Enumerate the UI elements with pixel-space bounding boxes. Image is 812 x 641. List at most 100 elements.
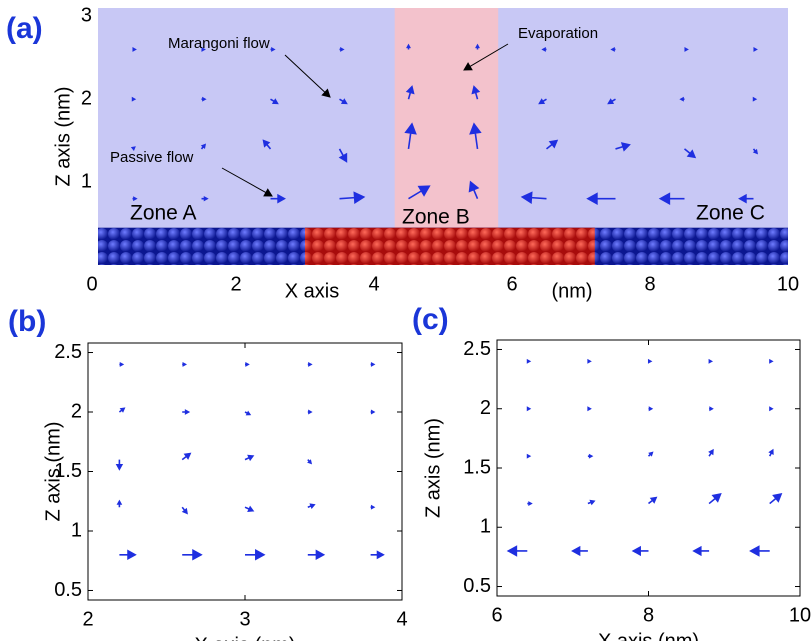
x-tick-label: 8 [644,273,655,295]
velocity-arrow [370,504,376,510]
velocity-arrow [307,503,316,509]
velocity-arrow [752,96,758,102]
annotation: Zone B [402,206,470,229]
velocity-arrow [200,143,207,150]
velocity-arrow [475,43,480,50]
velocity-arrow [506,545,528,557]
velocity-arrow [469,122,482,150]
annotation: Marangoni flow [168,35,270,52]
x-tick-label: 4 [396,608,407,630]
y-tick-label: 0.5 [463,575,491,597]
velocity-arrow [132,46,137,52]
velocity-arrow [370,409,376,415]
velocity-arrow [647,451,654,457]
velocity-arrow [408,185,431,200]
velocity-arrow [307,409,313,415]
annotation: Evaporation [518,25,598,42]
velocity-arrow [738,193,754,204]
annotation-arrow [463,43,509,71]
velocity-arrow [339,98,348,105]
velocity-arrow [752,148,759,155]
panel-label: (c) [412,303,449,336]
velocity-arrow [526,453,532,459]
velocity-arrow [538,98,547,105]
velocity-arrow [307,459,313,465]
velocity-arrow [709,406,714,412]
velocity-arrow [526,406,532,412]
velocity-arrow [339,191,366,204]
annotation: Passive flow [110,149,194,166]
y-tick-label: 3 [81,5,92,27]
velocity-arrow [587,406,592,412]
velocity-arrow [270,193,286,204]
velocity-arrow [684,46,689,52]
velocity-arrow [182,549,203,561]
annotation-arrow [284,54,331,98]
velocity-arrow [119,361,125,367]
x-tick-label: 8 [643,604,654,626]
velocity-arrow [648,496,658,505]
velocity-arrow [307,549,326,561]
velocity-arrow [615,142,631,152]
panel-label: (a) [6,12,43,45]
plot-frame [87,342,403,601]
panel-label: (b) [8,305,46,338]
velocity-arrow [370,550,385,560]
y-tick-label: 2 [81,87,92,109]
velocity-arrow [526,358,532,364]
velocity-arrow [749,545,770,557]
velocity-arrow [244,454,255,462]
x-tick-label: 10 [777,273,799,295]
zone-b-band [394,8,499,265]
velocity-arrow [692,545,710,557]
y-axis-label: Z axis (nm) [422,418,444,518]
velocity-arrow [181,506,188,515]
velocity-arrow [768,448,774,457]
velocity-arrow [545,139,559,150]
y-tick-label: 2.5 [463,338,491,360]
y-tick-label: 2.5 [54,341,82,363]
velocity-arrow [631,545,649,557]
velocity-arrow [130,146,136,151]
velocity-arrow [586,192,616,205]
velocity-arrow [338,148,348,163]
velocity-arrow [679,96,685,102]
velocity-arrow [244,505,255,513]
x-tick-label: 10 [789,604,811,626]
velocity-arrow [245,549,266,561]
velocity-arrow [245,361,250,367]
velocity-arrow [708,358,714,364]
x-tick-label: 0 [86,273,97,295]
velocity-arrow [753,46,758,52]
y-tick-label: 2 [71,400,82,422]
velocity-arrow [370,361,376,367]
y-tick-label: 1 [81,170,92,192]
annotation: Zone C [696,202,765,225]
velocity-arrow [708,448,714,457]
velocity-arrow [244,410,252,416]
velocity-arrow [262,139,272,150]
annotation: Zone A [130,202,197,225]
velocity-arrow [587,499,596,506]
velocity-arrow [769,406,774,412]
x-tick-label: 6 [491,604,502,626]
velocity-arrow [471,85,481,100]
velocity-arrow [527,501,533,507]
x-axis-label: X axis (nm) [194,634,295,641]
velocity-arrow [708,493,722,505]
velocity-arrow [182,409,191,415]
velocity-arrow [587,453,594,459]
velocity-arrow [405,85,415,100]
y-tick-label: 2 [480,397,491,419]
velocity-arrow [607,98,616,105]
velocity-arrow [468,180,480,199]
velocity-arrow [182,361,188,367]
velocity-arrow [683,148,697,159]
velocity-arrow [406,43,411,50]
velocity-arrow [587,358,592,364]
velocity-arrow [115,459,124,471]
x-axis-label: X axis (nm) [598,630,699,641]
velocity-arrow [201,96,207,102]
